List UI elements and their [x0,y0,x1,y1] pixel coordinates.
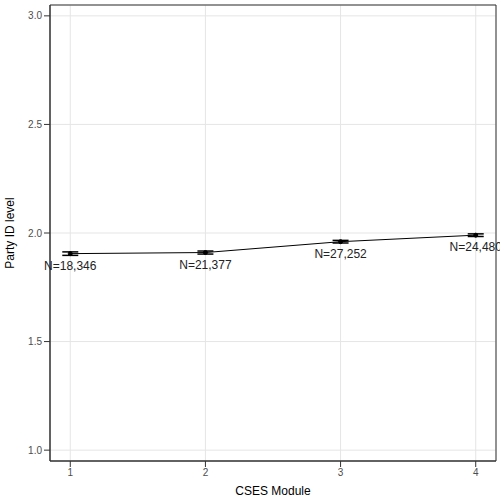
svg-text:1: 1 [67,467,73,478]
svg-text:1.5: 1.5 [28,336,42,347]
svg-text:CSES Module: CSES Module [235,484,311,497]
svg-text:N=18,346: N=18,346 [44,259,97,273]
svg-text:2: 2 [203,467,209,478]
svg-text:2.0: 2.0 [28,228,42,239]
svg-text:1.0: 1.0 [28,445,42,456]
svg-text:4: 4 [473,467,479,478]
svg-text:N=27,252: N=27,252 [314,247,367,261]
svg-text:N=24,480: N=24,480 [450,240,492,254]
svg-text:Party ID level: Party ID level [8,197,17,268]
svg-text:3: 3 [338,467,344,478]
svg-text:3.0: 3.0 [28,10,42,21]
svg-text:N=21,377: N=21,377 [179,258,232,272]
svg-text:2.5: 2.5 [28,119,42,130]
